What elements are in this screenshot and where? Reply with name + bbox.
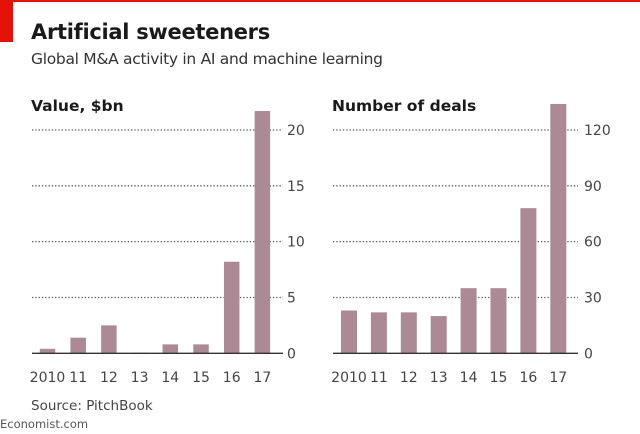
y-tick-label: 0 <box>584 346 593 362</box>
accent-tag <box>0 0 13 42</box>
x-tick-label: 17 <box>549 370 567 386</box>
x-tick-label: 12 <box>400 370 418 386</box>
brand-label: Economist.com <box>0 417 89 431</box>
bar-11 <box>370 312 387 354</box>
x-tick-label: 15 <box>192 370 210 386</box>
bar-11 <box>70 337 86 354</box>
accent-line <box>0 0 640 2</box>
bar-15 <box>193 344 209 354</box>
y-tick-label: 120 <box>584 123 611 139</box>
x-tick-label: 13 <box>430 370 448 386</box>
y-tick-label: 60 <box>584 235 602 251</box>
bar-14 <box>162 344 179 354</box>
bar-14 <box>460 288 477 354</box>
x-tick-label: 14 <box>161 370 179 386</box>
x-tick-label: 14 <box>460 370 478 386</box>
source-note: Source: PitchBook <box>31 398 153 414</box>
bar-16 <box>520 208 537 354</box>
bar-12 <box>101 325 117 354</box>
bar-13 <box>430 316 447 354</box>
x-tick-label: 12 <box>100 370 118 386</box>
bar-2010 <box>341 310 357 354</box>
x-tick-label: 2010 <box>30 370 66 386</box>
panel-title: Number of deals <box>332 97 476 115</box>
bar-15 <box>490 288 507 354</box>
x-tick-label: 16 <box>223 370 241 386</box>
x-tick-label: 2010 <box>331 370 367 386</box>
x-tick-label: 11 <box>69 370 87 386</box>
y-tick-label: 30 <box>584 290 602 306</box>
chart-subtitle: Global M&A activity in AI and machine le… <box>31 50 383 68</box>
bar-2010 <box>39 348 56 354</box>
x-tick-label: 13 <box>131 370 149 386</box>
panel-title: Value, $bn <box>31 97 124 115</box>
x-tick-label: 17 <box>253 370 271 386</box>
y-tick-label: 20 <box>287 123 305 139</box>
bar-17 <box>550 103 567 354</box>
bar-12 <box>400 312 417 354</box>
y-tick-label: 5 <box>287 290 296 306</box>
y-tick-label: 0 <box>287 346 296 362</box>
x-tick-label: 11 <box>370 370 388 386</box>
bar-16 <box>223 261 240 354</box>
chart-title: Artificial sweeteners <box>31 20 270 44</box>
y-tick-label: 90 <box>584 179 602 195</box>
bar-17 <box>254 111 271 354</box>
y-tick-label: 15 <box>287 179 305 195</box>
x-tick-label: 16 <box>519 370 537 386</box>
x-tick-label: 15 <box>490 370 508 386</box>
y-tick-label: 10 <box>287 235 305 251</box>
